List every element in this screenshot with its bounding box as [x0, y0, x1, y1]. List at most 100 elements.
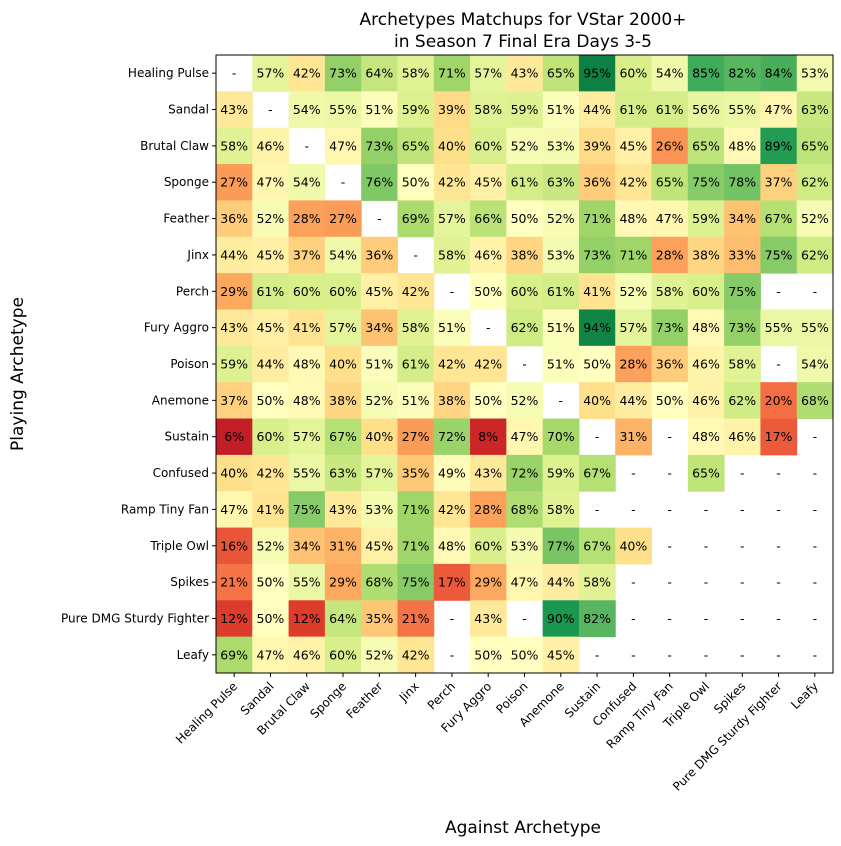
cell-value-label: 31% [329, 538, 357, 553]
cell-value-label: 42% [293, 66, 321, 81]
heatmap-cell [796, 309, 834, 347]
heatmap-cell [578, 91, 616, 129]
heatmap-cell [361, 273, 398, 310]
cell-value-label: 73% [583, 247, 611, 262]
cell-value-label: 41% [583, 284, 611, 299]
cell-value-label: 73% [728, 320, 756, 335]
heatmap-cell [470, 55, 507, 92]
y-tick-label: Ramp Tiny Fan [121, 502, 209, 516]
cell-value-label: 69% [402, 211, 430, 226]
heatmap-cell [724, 55, 761, 92]
heatmap-cell [252, 527, 290, 565]
cell-value-label: 55% [293, 575, 321, 590]
cell-value-label: - [268, 102, 273, 117]
y-tick-label: Confused [153, 466, 209, 480]
x-tick-label: Jinx [396, 679, 422, 705]
heatmap-cell [542, 418, 580, 456]
cell-value-label: 21% [402, 611, 430, 626]
cell-value-label: - [522, 357, 527, 372]
cell-value-label: - [450, 284, 455, 299]
y-tick-label: Leafy [177, 648, 209, 662]
cell-value-label: 48% [293, 393, 321, 408]
cell-value-label: 82% [583, 611, 611, 626]
cell-value-label: 61% [257, 284, 285, 299]
cell-value-label: - [704, 611, 709, 626]
heatmap-cell [651, 164, 689, 201]
heatmap-cell [651, 273, 689, 310]
y-tick-label: Brutal Claw [140, 139, 209, 153]
heatmap-cell [796, 345, 834, 383]
heatmap-cell [760, 164, 798, 201]
heatmap-cell [433, 91, 471, 129]
cell-value-label: 29% [474, 575, 502, 590]
heatmap-cell [324, 600, 362, 638]
cell-value-label: 17% [765, 429, 793, 444]
heatmap-cell [760, 200, 798, 238]
y-tick-label: Jinx [186, 248, 209, 262]
cell-value-label: 48% [438, 538, 466, 553]
cell-value-label: 50% [402, 175, 430, 190]
heatmap-cell [252, 382, 290, 420]
cell-value-label: - [413, 247, 418, 262]
plot-frame [215, 54, 834, 674]
y-tick-label: Anemone [152, 393, 209, 407]
cell-value-label: 60% [511, 284, 539, 299]
heatmap-cell [796, 127, 834, 165]
cell-value-label: 57% [257, 66, 285, 81]
cell-value-label: 60% [692, 284, 720, 299]
cell-value-label: - [776, 575, 781, 590]
heatmap-cell [361, 236, 398, 274]
cell-value-label: 60% [293, 284, 321, 299]
y-tick-label: Fury Aggro [144, 321, 209, 335]
heatmap-cell [216, 454, 253, 492]
cell-value-label: 34% [365, 320, 393, 335]
y-tick-label: Sponge [164, 175, 209, 189]
chart-title-line-1: Archetypes Matchups for VStar 2000+ [360, 10, 687, 30]
heatmap-cell [288, 91, 326, 129]
cell-value-label: 47% [257, 647, 285, 662]
cell-value-label: 57% [365, 466, 393, 481]
heatmap-cell [651, 309, 689, 347]
heatmap-cell [578, 273, 616, 310]
heatmap-cell [724, 418, 761, 456]
cell-value-label: 67% [765, 211, 793, 226]
cell-value-label: 39% [583, 138, 611, 153]
heatmap-cell [470, 527, 507, 565]
cell-value-label: 63% [801, 102, 829, 117]
cell-value-label: 61% [511, 175, 539, 190]
x-tick-label: Perch [425, 679, 458, 712]
cell-value-label: 62% [801, 247, 829, 262]
cell-value-label: 42% [402, 647, 430, 662]
cell-value-label: 54% [293, 102, 321, 117]
cell-value-label: - [813, 502, 818, 517]
heatmap-cell [252, 345, 290, 383]
heatmap-cell [542, 127, 580, 165]
cell-value-label: - [776, 466, 781, 481]
heatmap-cell [615, 527, 653, 565]
heatmap-cell [470, 454, 507, 492]
cell-value-label: 50% [656, 393, 684, 408]
cell-value-label: 58% [402, 320, 430, 335]
heatmap-cell [216, 164, 253, 201]
cell-value-label: - [813, 611, 818, 626]
cell-value-label: 73% [329, 66, 357, 81]
heatmap-cell [397, 55, 435, 92]
cell-value-label: - [667, 575, 672, 590]
heatmap-cell [397, 563, 435, 601]
cell-value-label: 62% [511, 320, 539, 335]
heatmap-cell [651, 382, 689, 420]
cell-value-label: 40% [583, 393, 611, 408]
x-axis-label: Against Archetype [445, 818, 601, 838]
heatmap-cell [651, 200, 689, 238]
heatmap-cell [361, 454, 398, 492]
heatmap-cell [216, 345, 253, 383]
heatmap-cell [651, 345, 689, 383]
heatmap-cell [687, 236, 725, 274]
cell-value-label: - [813, 466, 818, 481]
heatmap-cell [687, 91, 725, 129]
cell-value-label: 82% [728, 66, 756, 81]
cell-value-label: 52% [365, 393, 393, 408]
cell-value-label: 59% [220, 357, 248, 372]
cell-value-label: 75% [765, 247, 793, 262]
